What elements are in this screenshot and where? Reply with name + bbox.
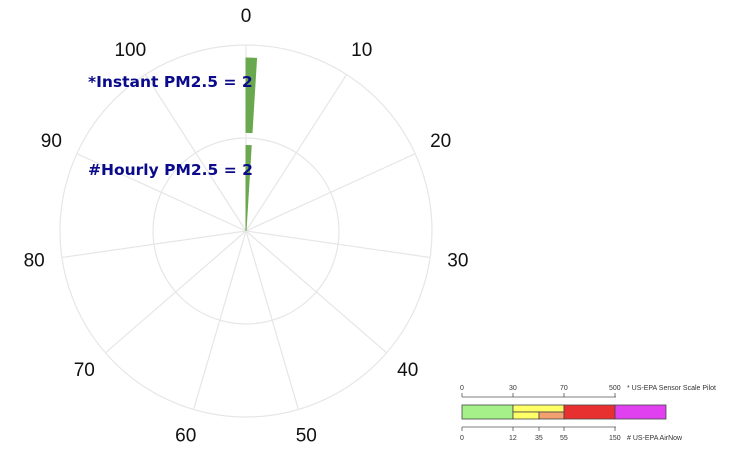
polar-grid bbox=[59, 44, 433, 418]
angular-tick-label: 70 bbox=[74, 360, 95, 381]
angular-tick-label: 10 bbox=[351, 40, 372, 61]
scale-top-tick: 0 bbox=[460, 385, 464, 392]
scale-top-caption: * US-EPA Sensor Scale Pilot bbox=[627, 385, 716, 392]
scale-band-moderate-top bbox=[512, 404, 565, 413]
angular-tick-label: 80 bbox=[24, 250, 45, 271]
radial-grid-line bbox=[245, 230, 431, 259]
angular-tick-labels: 0 10 20 30 40 50 60 70 80 90 100 bbox=[24, 6, 469, 446]
radial-grid-line bbox=[105, 230, 247, 354]
radial-grid-line bbox=[144, 74, 247, 232]
hourly-pm25-label: #Hourly PM2.5 = 2 bbox=[88, 161, 253, 179]
scale-band-very-unhealthy bbox=[614, 404, 667, 420]
scale-top-tick: 500 bbox=[609, 385, 621, 392]
scale-bottom-tick: 35 bbox=[535, 435, 543, 442]
angular-tick-label: 90 bbox=[41, 131, 62, 152]
angular-tick-label: 50 bbox=[296, 425, 317, 446]
aqi-scale-legend: 0 30 70 500 * US-EPA Sensor Scale Pilot … bbox=[460, 385, 716, 442]
instant-pm25-label: *Instant PM2.5 = 2 bbox=[88, 73, 253, 91]
scale-bottom-tick: 12 bbox=[509, 435, 517, 442]
angular-tick-label: 30 bbox=[447, 250, 468, 271]
scale-band-good bbox=[461, 404, 514, 420]
scale-bottom-caption: # US-EPA AirNow bbox=[627, 435, 683, 442]
angular-tick-label: 0 bbox=[241, 6, 252, 27]
radial-grid-line bbox=[61, 230, 247, 259]
scale-bottom-tick: 55 bbox=[560, 435, 568, 442]
instant-pm25-bar bbox=[245, 57, 258, 134]
scale-bottom-tick: 150 bbox=[609, 435, 621, 442]
scale-band-usg bbox=[538, 411, 565, 420]
polar-bars bbox=[245, 57, 258, 232]
radial-grid-line bbox=[76, 153, 247, 232]
radial-grid-line bbox=[245, 230, 299, 410]
radial-grid-line bbox=[245, 153, 416, 232]
angular-tick-label: 100 bbox=[114, 40, 146, 61]
scale-band-moderate-bottom bbox=[512, 411, 540, 420]
angular-tick-label: 60 bbox=[175, 425, 196, 446]
scale-top-tick: 70 bbox=[560, 385, 568, 392]
angular-tick-label: 40 bbox=[397, 360, 418, 381]
scale-band-unhealthy bbox=[563, 404, 616, 420]
radial-grid-line bbox=[193, 230, 247, 410]
radial-grid-line bbox=[245, 230, 387, 354]
hourly-pm25-bar bbox=[245, 144, 252, 232]
radial-grid-line bbox=[245, 74, 348, 232]
angular-tick-label: 20 bbox=[430, 131, 451, 152]
scale-top-tick: 30 bbox=[509, 385, 517, 392]
scale-bottom-tick: 0 bbox=[460, 435, 464, 442]
